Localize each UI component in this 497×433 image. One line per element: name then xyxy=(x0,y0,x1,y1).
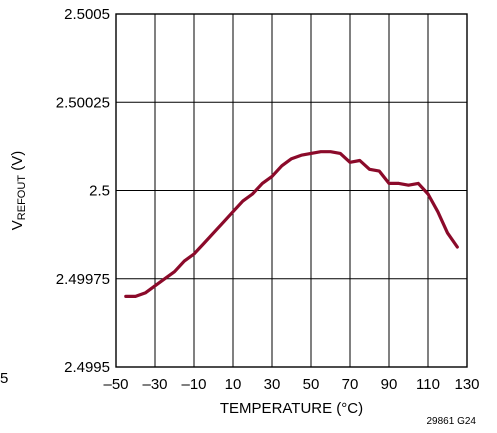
y-tick-label: 2.4995 xyxy=(64,359,110,376)
left-edge-text-fragment: 5 xyxy=(0,370,8,387)
x-tick-label: 50 xyxy=(303,376,320,393)
plot-area-frame xyxy=(115,13,468,368)
y-tick-label: 2.49975 xyxy=(56,271,110,288)
chart-grid xyxy=(116,14,467,367)
x-tick-label: –10 xyxy=(181,376,206,393)
x-tick-label: 110 xyxy=(416,376,440,393)
y-axis-title-main: V xyxy=(9,220,26,230)
y-axis-title: VREFOUT (V) xyxy=(9,151,28,230)
x-tick-label: 130 xyxy=(454,376,479,393)
y-axis-tick-labels: 2.4995 2.49975 2.5 2.50025 2.5005 xyxy=(56,6,110,376)
figure-code-label: 29861 G24 xyxy=(427,416,477,427)
x-tick-label: –30 xyxy=(142,376,167,393)
x-tick-label: 90 xyxy=(381,376,398,393)
x-tick-label: 10 xyxy=(225,376,242,393)
x-tick-label: 70 xyxy=(342,376,359,393)
y-tick-label: 2.5 xyxy=(89,183,110,200)
series-line-vrefout xyxy=(124,150,459,298)
x-tick-label: 30 xyxy=(264,376,281,393)
x-tick-label: –50 xyxy=(103,376,128,393)
y-tick-label: 2.50025 xyxy=(56,94,110,111)
y-tick-label: 2.5005 xyxy=(64,6,110,23)
x-axis-title: TEMPERATURE (°C) xyxy=(220,400,363,417)
y-axis-title-unit: (V) xyxy=(9,151,26,175)
y-axis-title-subscript: REFOUT xyxy=(16,175,28,221)
x-axis-tick-labels: –50 –30 –10 10 30 50 70 90 110 130 xyxy=(103,376,479,393)
